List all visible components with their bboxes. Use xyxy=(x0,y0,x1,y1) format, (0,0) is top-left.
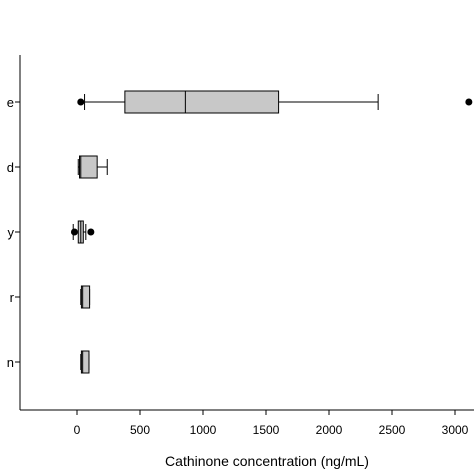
category-label: r xyxy=(10,290,15,305)
category-label: y xyxy=(8,225,15,240)
x-tick-label: 2000 xyxy=(316,423,343,437)
x-tick-label: 500 xyxy=(130,423,150,437)
box-n xyxy=(80,350,90,374)
box-iqr xyxy=(80,285,91,309)
box-d xyxy=(77,155,108,179)
x-tick-label: 2500 xyxy=(379,423,406,437)
box-r xyxy=(80,285,91,309)
outlier-point xyxy=(87,228,95,236)
x-tick-label: 0 xyxy=(74,423,81,437)
box-iqr xyxy=(124,90,280,114)
box-e xyxy=(77,90,473,114)
boxes xyxy=(70,90,473,374)
outlier-point xyxy=(77,98,85,106)
x-axis-title: Cathinone concentration (ng/mL) xyxy=(165,453,369,469)
box-iqr xyxy=(80,350,90,374)
x-tick-label: 1500 xyxy=(253,423,280,437)
x-tick-label: 1000 xyxy=(190,423,217,437)
category-label: n xyxy=(7,355,14,370)
category-label: e xyxy=(7,95,14,110)
x-tick-label: 3000 xyxy=(442,423,469,437)
outlier-point xyxy=(70,228,78,236)
axes xyxy=(15,55,474,411)
outlier-point xyxy=(465,98,473,106)
category-labels: e d y r n xyxy=(7,95,15,370)
box-y xyxy=(70,220,95,244)
category-label: d xyxy=(7,160,14,175)
x-axis-ticks: 0 500 1000 1500 2000 2500 3000 xyxy=(74,410,469,437)
box-iqr xyxy=(79,155,98,179)
